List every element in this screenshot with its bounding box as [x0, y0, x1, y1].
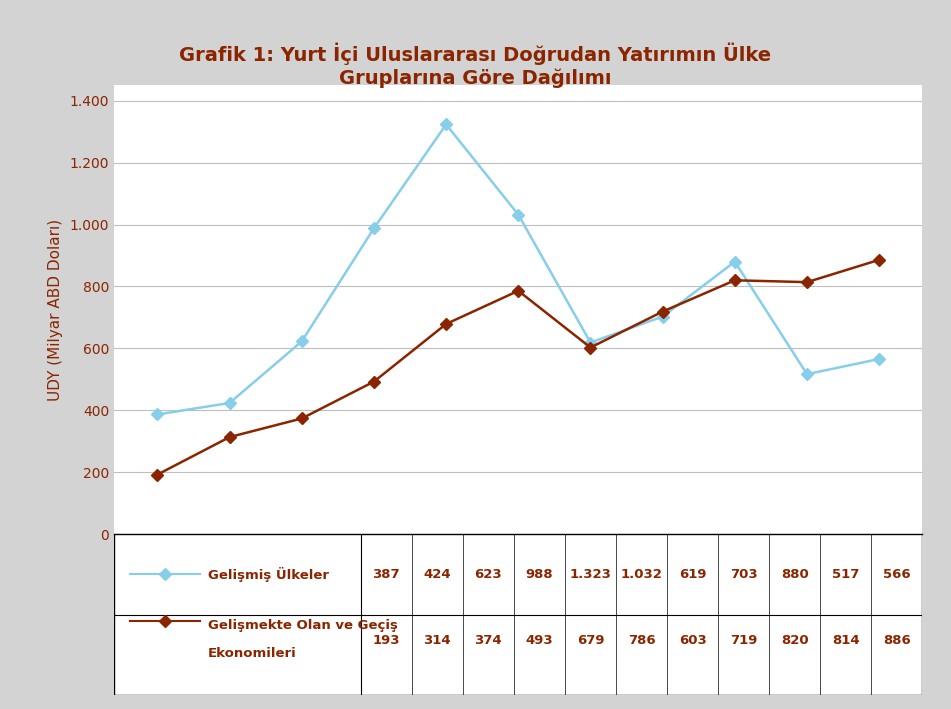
- Y-axis label: UDY (Milyar ABD Doları): UDY (Milyar ABD Doları): [48, 218, 63, 401]
- Text: 988: 988: [526, 568, 553, 581]
- Text: 619: 619: [679, 568, 707, 581]
- Text: 786: 786: [628, 634, 655, 647]
- Text: Gelişmekte Olan ve Geçiş: Gelişmekte Olan ve Geçiş: [208, 620, 398, 632]
- Text: 314: 314: [423, 634, 451, 647]
- Text: 814: 814: [832, 634, 860, 647]
- Text: 880: 880: [781, 568, 808, 581]
- Text: 719: 719: [730, 634, 757, 647]
- Text: Grafik 1: Yurt İçi Uluslararası Doğrudan Yatırımın Ülke
Gruplarına Göre Dağılımı: Grafik 1: Yurt İçi Uluslararası Doğrudan…: [180, 43, 771, 88]
- Text: 886: 886: [883, 634, 911, 647]
- Text: 493: 493: [526, 634, 553, 647]
- Text: 820: 820: [781, 634, 808, 647]
- Text: 374: 374: [475, 634, 502, 647]
- Text: 517: 517: [832, 568, 860, 581]
- Text: 603: 603: [679, 634, 707, 647]
- Text: 1.323: 1.323: [570, 568, 611, 581]
- Text: 679: 679: [576, 634, 604, 647]
- Text: 566: 566: [883, 568, 911, 581]
- Text: 1.032: 1.032: [621, 568, 663, 581]
- Text: 387: 387: [373, 568, 400, 581]
- Text: Gelişmiş Ülkeler: Gelişmiş Ülkeler: [208, 567, 329, 582]
- Text: Ekonomileri: Ekonomileri: [208, 647, 297, 659]
- Text: 193: 193: [373, 634, 400, 647]
- Text: 623: 623: [475, 568, 502, 581]
- Text: 424: 424: [423, 568, 451, 581]
- Text: 703: 703: [730, 568, 758, 581]
